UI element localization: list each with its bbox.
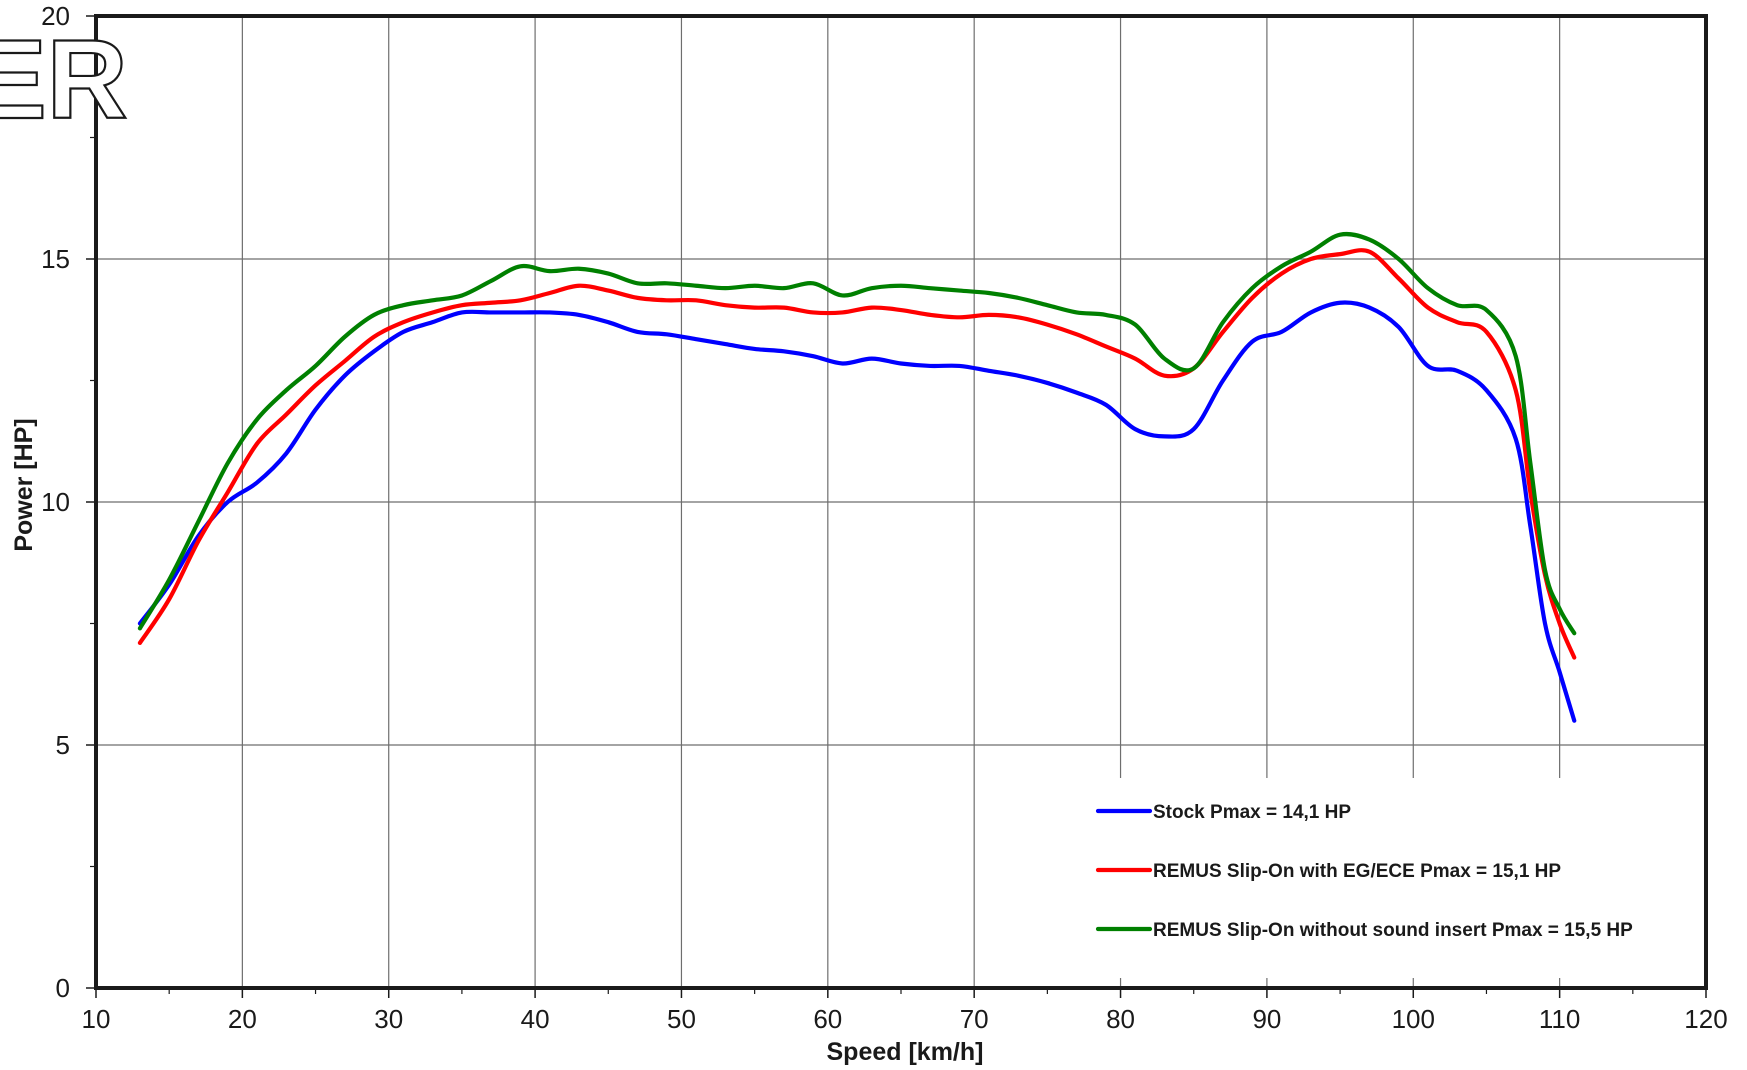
x-tick-label: 80 [1106, 1004, 1135, 1034]
legend: Stock Pmax = 14,1 HP REMUS Slip-On with E… [1095, 802, 1633, 941]
x-tick-label: 60 [813, 1004, 842, 1034]
legend-label-3: REMUS Slip-On without sound insert Pmax … [1153, 920, 1633, 941]
series-layer [137, 231, 1577, 723]
y-tick-label: 15 [41, 244, 70, 274]
x-tick-label: 20 [228, 1004, 257, 1034]
x-tick-label: 70 [960, 1004, 989, 1034]
y-axis-title: Power [HP] [10, 418, 38, 551]
y-tick-label: 5 [56, 730, 70, 760]
series-line-2 [137, 248, 1577, 660]
x-tick-label: 90 [1252, 1004, 1281, 1034]
x-tick-label: 100 [1392, 1004, 1435, 1034]
tick-labels: 10 20 30 40 50 60 70 80 90 100 110 120 0 5 10 15 20 [41, 1, 1728, 1034]
series-line-3 [137, 231, 1577, 636]
legend-label-1: Stock Pmax = 14,1 HP [1153, 802, 1351, 823]
x-tick-label: 10 [82, 1004, 111, 1034]
legend-box [1085, 778, 1705, 978]
y-tick-label: 10 [41, 487, 70, 517]
x-axis-title: Speed [km/h] [827, 1038, 984, 1066]
x-tick-label: 110 [1539, 1004, 1580, 1034]
legend-background [1085, 778, 1705, 978]
x-tick-label: 30 [374, 1004, 403, 1034]
x-tick-label: 50 [667, 1004, 696, 1034]
watermark-logo: ER [0, 17, 128, 142]
x-tick-label: 40 [521, 1004, 550, 1034]
y-tick-label: 20 [41, 1, 70, 31]
y-tick-label: 0 [56, 973, 70, 1003]
axis-ticks [86, 15, 1707, 998]
series-line-1 [137, 300, 1577, 723]
x-tick-label: 120 [1684, 1004, 1727, 1034]
legend-label-2: REMUS Slip-On with EG/ECE Pmax = 15,1 HP [1153, 861, 1561, 882]
